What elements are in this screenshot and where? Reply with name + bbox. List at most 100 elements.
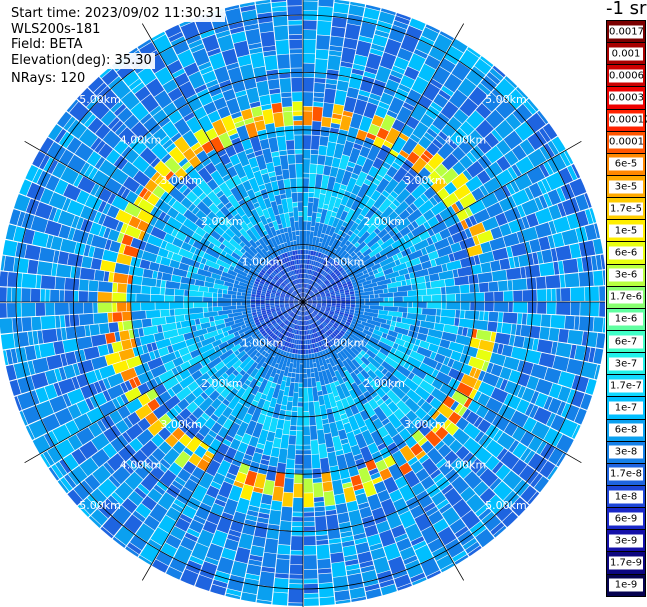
beta-cell [480, 54, 495, 68]
beta-cell [283, 325, 288, 330]
beta-cell [120, 382, 129, 393]
beta-cell [310, 368, 315, 373]
beta-cell [276, 309, 281, 313]
beta-cell [412, 302, 418, 308]
beta-cell [412, 540, 427, 551]
beta-cell [254, 319, 260, 324]
beta-cell [203, 297, 213, 302]
beta-cell [298, 310, 300, 316]
beta-cell [250, 368, 259, 378]
beta-cell [195, 318, 201, 325]
beta-cell [308, 250, 311, 255]
beta-cell [499, 258, 511, 270]
beta-cell [315, 316, 319, 321]
beta-cell [67, 404, 82, 419]
beta-cell [333, 261, 338, 267]
beta-cell [212, 302, 217, 307]
beta-cell [251, 400, 259, 407]
beta-cell [593, 348, 605, 365]
beta-cell [349, 263, 359, 271]
beta-cell [246, 189, 258, 204]
beta-cell [324, 348, 329, 354]
beta-cell [325, 318, 330, 323]
beta-cell [150, 466, 165, 480]
beta-cell [263, 339, 268, 345]
beta-cell [261, 236, 270, 246]
beta-cell [225, 8, 243, 25]
beta-cell [307, 330, 310, 335]
beta-cell [222, 174, 231, 182]
beta-cell [289, 312, 294, 316]
beta-cell [369, 294, 375, 299]
beta-cell [593, 317, 604, 333]
beta-cell [151, 342, 158, 351]
beta-cell [287, 227, 293, 242]
beta-cell [411, 184, 427, 200]
beta-cell [316, 307, 321, 310]
beta-cell [325, 293, 331, 296]
beta-cell [319, 237, 324, 243]
beta-cell [326, 251, 332, 257]
beta-cell [466, 494, 486, 513]
beta-cell [183, 447, 194, 457]
beta-cell [445, 538, 465, 558]
beta-cell [543, 161, 554, 176]
beta-cell [380, 114, 396, 132]
beta-cell [385, 127, 401, 145]
beta-cell [324, 289, 329, 293]
beta-cell [303, 20, 317, 30]
beta-cell [416, 333, 428, 342]
beta-cell [293, 309, 297, 313]
beta-cell [145, 458, 156, 469]
beta-cell [277, 179, 285, 190]
beta-cell [271, 320, 276, 325]
beta-cell [415, 167, 431, 184]
beta-cell [272, 592, 288, 606]
beta-cell [261, 310, 266, 313]
beta-cell [476, 349, 492, 362]
beta-cell [290, 241, 294, 246]
beta-cell [304, 593, 319, 598]
beta-cell [328, 132, 339, 143]
beta-cell [122, 432, 132, 444]
beta-cell [305, 325, 308, 330]
beta-cell [413, 268, 429, 278]
beta-cell [332, 207, 339, 213]
beta-cell [178, 417, 195, 434]
beta-cell [339, 115, 352, 131]
beta-cell [445, 422, 459, 436]
beta-cell [285, 295, 290, 298]
beta-cell [175, 374, 183, 383]
beta-cell [331, 157, 341, 168]
beta-cell [316, 331, 321, 337]
beta-cell [486, 543, 502, 557]
beta-cell [342, 282, 348, 287]
beta-cell [334, 342, 339, 348]
beta-cell [466, 160, 484, 178]
beta-cell [537, 180, 547, 195]
beta-cell [213, 186, 222, 195]
beta-cell [284, 415, 291, 421]
beta-cell [189, 555, 204, 565]
beta-cell [300, 245, 303, 250]
beta-cell [369, 242, 380, 252]
beta-cell [266, 290, 272, 294]
colorbar-level: 6e-8 [606, 418, 646, 442]
beta-cell [425, 506, 439, 517]
beta-cell [361, 429, 375, 446]
beta-cell [270, 306, 275, 309]
beta-cell [321, 316, 326, 320]
beta-cell [466, 110, 485, 129]
beta-cell [234, 547, 251, 564]
beta-cell [338, 66, 352, 78]
beta-cell [54, 368, 62, 382]
beta-cell [325, 291, 330, 295]
beta-cell [277, 355, 286, 370]
beta-cell [276, 136, 287, 151]
beta-cell [341, 299, 346, 302]
beta-cell [66, 137, 82, 154]
beta-cell [3, 190, 17, 208]
beta-cell [189, 519, 204, 534]
beta-cell [327, 276, 333, 281]
beta-cell [319, 281, 323, 285]
